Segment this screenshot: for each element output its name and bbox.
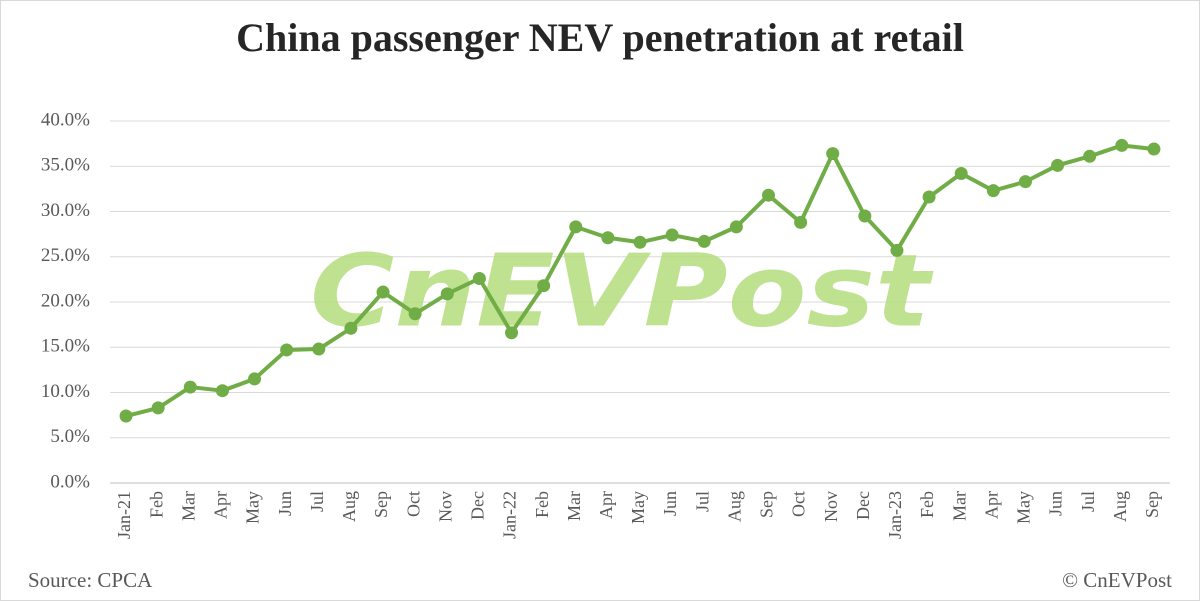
plot (119, 138, 1161, 423)
data-point (505, 326, 519, 340)
data-point (119, 409, 133, 423)
data-point (312, 342, 326, 356)
x-tick-label: Aug (1110, 491, 1130, 522)
y-tick-label: 25.0% (41, 245, 90, 266)
x-tick-label: Jun (660, 491, 680, 516)
data-point (440, 287, 454, 301)
data-point (280, 343, 294, 357)
y-tick-label: 10.0% (41, 381, 90, 402)
data-point (248, 372, 262, 386)
data-point (794, 215, 808, 229)
x-tick-label: Sep (757, 491, 777, 518)
x-tick-label: Oct (403, 491, 423, 517)
x-tick-label: Aug (339, 491, 359, 522)
x-tick-label: Mar (949, 491, 969, 521)
x-tick-label: Jul (692, 491, 712, 512)
x-tick-label: Jun (1046, 491, 1066, 516)
data-point (1018, 175, 1032, 189)
x-tick-label: May (1014, 491, 1034, 524)
data-point (408, 307, 422, 321)
y-tick-label: 0.0% (50, 471, 90, 492)
x-tick-label: Jun (275, 491, 295, 516)
data-point (215, 384, 229, 398)
x-tick-label: Dec (468, 491, 488, 520)
x-tick-label: Oct (789, 491, 809, 517)
data-point (376, 285, 390, 299)
data-point (472, 271, 486, 285)
x-tick-label: Apr (596, 491, 616, 519)
chart-title: China passenger NEV penetration at retai… (236, 15, 964, 60)
x-tick-label: Apr (981, 491, 1001, 519)
data-point (601, 231, 615, 245)
data-point (633, 235, 647, 249)
x-tick-label: Aug (724, 491, 744, 522)
data-point (858, 209, 872, 223)
data-point (665, 228, 679, 242)
x-tick-label: May (628, 491, 648, 524)
data-point (1115, 138, 1129, 152)
x-tick-label: Dec (853, 491, 873, 520)
grid: 0.0% 5.0% 10.0% 15.0% 20.0% 25.0% 30.0% 35.0% 40… (41, 109, 1170, 539)
data-point (697, 234, 711, 248)
x-tick-label: Feb (146, 491, 166, 518)
watermark: CnEVPost (310, 232, 934, 349)
x-tick-label: Nov (821, 491, 841, 522)
data-point (729, 220, 743, 234)
x-tick-label: Sep (371, 491, 391, 518)
data-point (890, 243, 904, 257)
data-point (537, 279, 551, 293)
x-tick-label: Jul (1078, 491, 1098, 512)
y-tick-label: 5.0% (50, 426, 90, 447)
x-tick-label: May (243, 491, 263, 524)
x-tick-label: Mar (178, 491, 198, 521)
x-tick-label: Feb (532, 491, 552, 518)
data-point (954, 166, 968, 180)
data-point (1147, 142, 1161, 156)
data-point (183, 380, 197, 394)
y-tick-label: 40.0% (41, 109, 90, 130)
x-tick-label: Jul (307, 491, 327, 512)
data-point (1083, 149, 1097, 163)
data-point (569, 220, 583, 234)
y-tick-label: 35.0% (41, 155, 90, 176)
x-tick-label: Jan-23 (885, 491, 905, 539)
y-tick-label: 30.0% (41, 200, 90, 221)
data-point (986, 184, 1000, 198)
source: Source: CPCA (28, 568, 153, 592)
data-point (1051, 158, 1065, 172)
x-tick-label: Mar (564, 491, 584, 521)
data-point (826, 147, 840, 161)
data-point (922, 190, 936, 204)
data-point (151, 401, 165, 415)
x-tick-label: Feb (917, 491, 937, 518)
data-point (761, 188, 775, 202)
x-tick-label: Sep (1142, 491, 1162, 518)
y-tick-label: 15.0% (41, 336, 90, 357)
x-tick-label: Jan-22 (500, 491, 520, 539)
x-tick-label: Nov (435, 491, 455, 522)
credit: © CnEVPost (1062, 568, 1172, 592)
data-point (344, 321, 358, 335)
x-tick-label: Jan-21 (114, 491, 134, 539)
y-tick-label: 20.0% (41, 290, 90, 311)
x-tick-label: Apr (211, 491, 231, 519)
